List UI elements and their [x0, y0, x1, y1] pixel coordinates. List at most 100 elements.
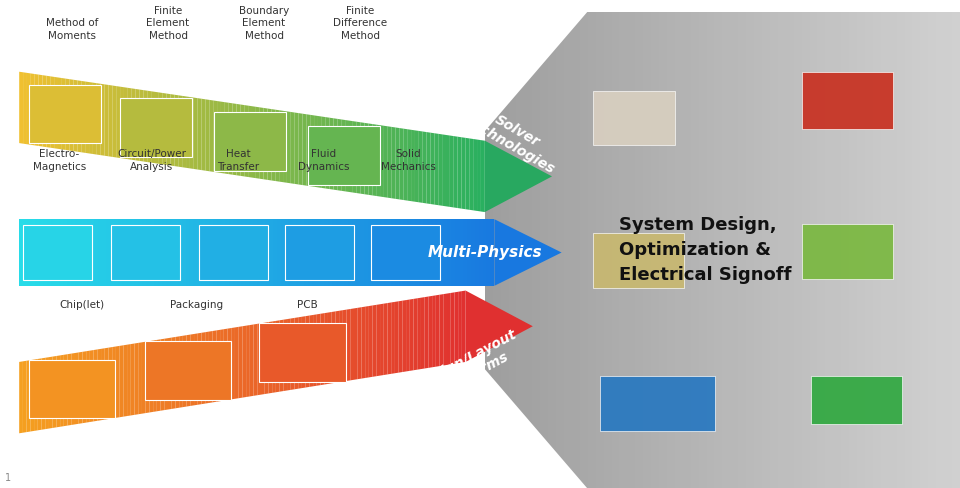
Polygon shape — [308, 219, 312, 286]
Polygon shape — [89, 82, 93, 154]
Polygon shape — [564, 3, 572, 488]
Polygon shape — [123, 345, 127, 417]
Polygon shape — [462, 137, 466, 209]
Polygon shape — [60, 355, 63, 427]
Polygon shape — [372, 305, 376, 377]
FancyBboxPatch shape — [593, 91, 675, 145]
Polygon shape — [293, 219, 297, 286]
Polygon shape — [470, 219, 474, 286]
Polygon shape — [232, 103, 236, 175]
Polygon shape — [467, 219, 470, 286]
Polygon shape — [295, 113, 299, 184]
Polygon shape — [313, 314, 317, 386]
Polygon shape — [269, 322, 273, 393]
Polygon shape — [147, 91, 151, 163]
Polygon shape — [268, 108, 272, 181]
Polygon shape — [304, 219, 308, 286]
Polygon shape — [411, 130, 415, 202]
Polygon shape — [265, 322, 269, 394]
Polygon shape — [446, 135, 450, 207]
Polygon shape — [160, 339, 164, 411]
Polygon shape — [354, 308, 358, 380]
Polygon shape — [38, 75, 42, 146]
FancyBboxPatch shape — [23, 225, 92, 280]
Polygon shape — [380, 304, 384, 376]
Polygon shape — [873, 3, 881, 488]
Polygon shape — [157, 219, 161, 286]
Polygon shape — [193, 219, 198, 286]
Polygon shape — [36, 219, 39, 286]
Polygon shape — [485, 3, 595, 131]
Polygon shape — [128, 88, 132, 160]
Polygon shape — [66, 219, 71, 286]
Polygon shape — [691, 3, 699, 488]
Polygon shape — [419, 131, 422, 203]
Polygon shape — [299, 113, 302, 185]
Polygon shape — [135, 89, 139, 161]
Polygon shape — [604, 3, 612, 488]
Polygon shape — [283, 319, 287, 391]
Polygon shape — [142, 342, 146, 414]
Polygon shape — [399, 128, 403, 200]
Polygon shape — [182, 96, 186, 168]
Polygon shape — [55, 219, 59, 286]
Polygon shape — [103, 219, 107, 286]
Polygon shape — [357, 122, 361, 194]
Polygon shape — [406, 300, 410, 371]
Polygon shape — [252, 106, 256, 178]
Polygon shape — [424, 297, 428, 368]
Polygon shape — [434, 133, 438, 205]
FancyBboxPatch shape — [600, 376, 715, 431]
Polygon shape — [322, 117, 325, 188]
Polygon shape — [75, 219, 79, 286]
Polygon shape — [237, 219, 241, 286]
Polygon shape — [420, 297, 424, 369]
Polygon shape — [928, 3, 936, 488]
Polygon shape — [443, 219, 446, 286]
Polygon shape — [45, 357, 49, 429]
Polygon shape — [372, 124, 376, 196]
Polygon shape — [101, 348, 105, 420]
Polygon shape — [343, 309, 347, 382]
Polygon shape — [19, 361, 23, 433]
Polygon shape — [312, 219, 316, 286]
Polygon shape — [349, 121, 353, 193]
Polygon shape — [501, 3, 509, 488]
Polygon shape — [857, 3, 865, 488]
Polygon shape — [57, 355, 60, 427]
Polygon shape — [49, 357, 53, 428]
Polygon shape — [365, 306, 369, 378]
Polygon shape — [399, 219, 403, 286]
Polygon shape — [112, 346, 116, 418]
Polygon shape — [131, 344, 134, 415]
Polygon shape — [178, 219, 181, 286]
Polygon shape — [23, 72, 27, 144]
Polygon shape — [817, 3, 826, 488]
Polygon shape — [90, 350, 93, 422]
Polygon shape — [485, 369, 595, 488]
Polygon shape — [348, 219, 352, 286]
Polygon shape — [426, 132, 430, 204]
Polygon shape — [936, 3, 945, 488]
Polygon shape — [462, 290, 466, 363]
Polygon shape — [572, 3, 580, 488]
Polygon shape — [328, 219, 332, 286]
Polygon shape — [762, 3, 770, 488]
Polygon shape — [276, 219, 280, 286]
Polygon shape — [112, 85, 116, 158]
Polygon shape — [261, 323, 265, 395]
Polygon shape — [731, 3, 738, 488]
Polygon shape — [317, 314, 321, 386]
Polygon shape — [612, 3, 619, 488]
Polygon shape — [276, 110, 279, 182]
Polygon shape — [246, 325, 250, 397]
Text: 1: 1 — [5, 473, 11, 483]
Polygon shape — [47, 219, 51, 286]
Polygon shape — [194, 333, 198, 406]
Polygon shape — [217, 101, 221, 173]
Polygon shape — [540, 3, 548, 488]
Polygon shape — [264, 108, 268, 180]
Polygon shape — [921, 3, 928, 488]
Polygon shape — [440, 294, 444, 366]
Polygon shape — [27, 219, 31, 286]
